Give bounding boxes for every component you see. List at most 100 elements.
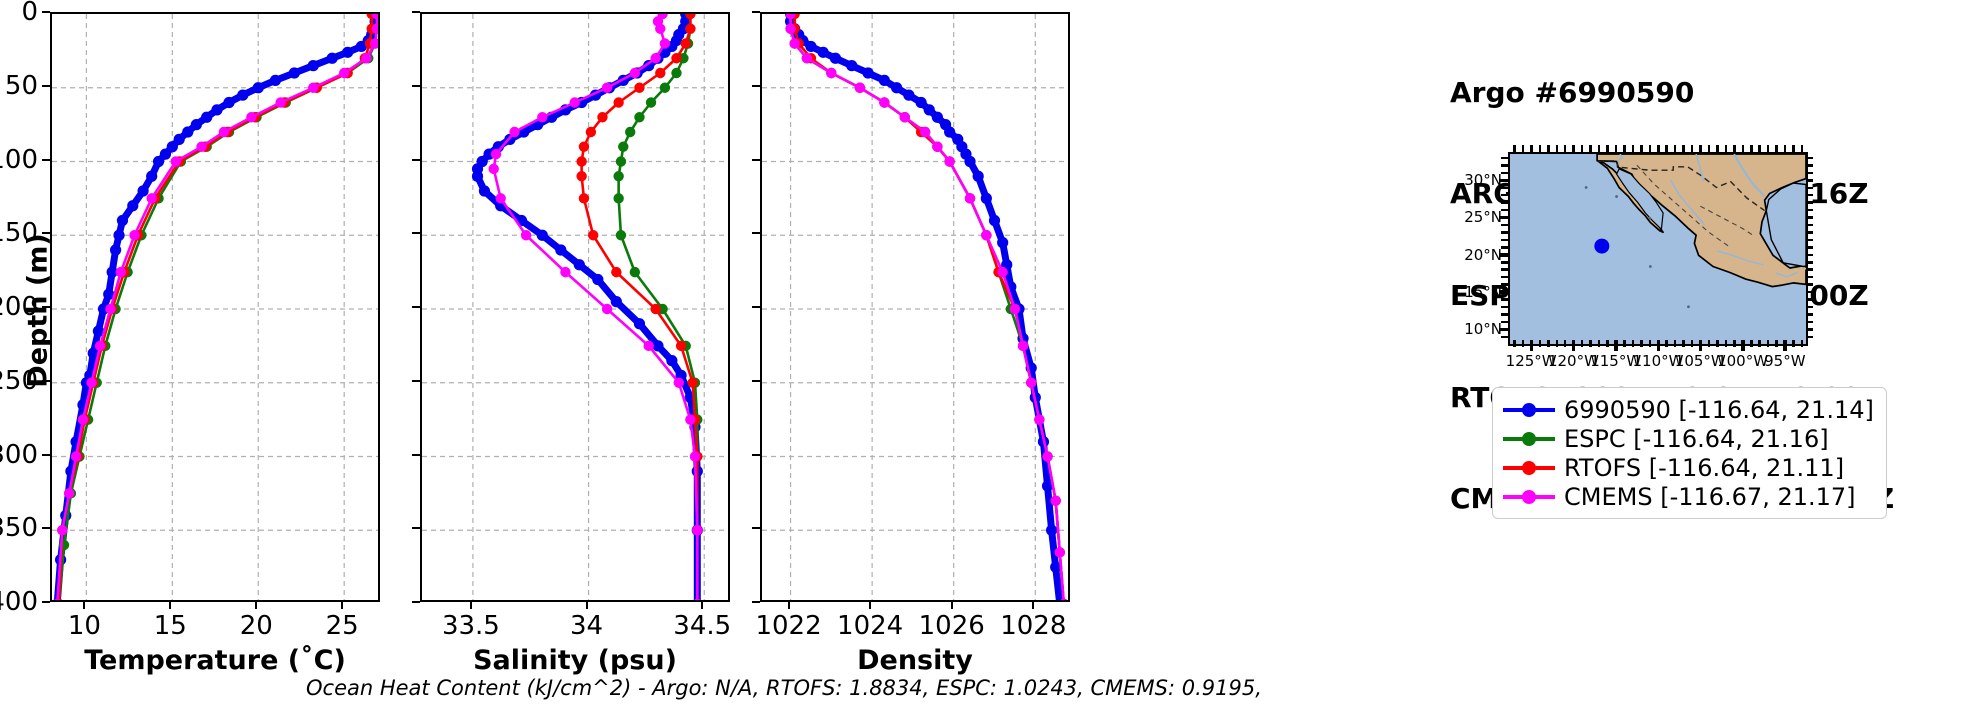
map-minor-tick <box>1733 340 1736 347</box>
map-minor-tick <box>1648 340 1652 347</box>
map-minor-tick <box>1501 305 1508 309</box>
map-minor-tick <box>1690 145 1694 152</box>
legend-marker-icon <box>1503 400 1555 420</box>
map-minor-tick <box>1501 275 1508 279</box>
x-tick-mark <box>585 602 588 609</box>
map-minor-tick <box>1800 340 1804 347</box>
legend-marker-icon <box>1503 487 1555 507</box>
y-tick-label: 100 <box>0 144 38 175</box>
map-minor-tick <box>1538 145 1542 152</box>
map-minor-tick <box>1501 268 1508 271</box>
map-minor-tick <box>1521 340 1525 347</box>
map-minor-tick <box>1623 145 1626 152</box>
map-minor-tick <box>1699 340 1702 347</box>
y-tick-mark <box>42 11 50 13</box>
map-minor-tick <box>1657 340 1660 347</box>
map-minor-tick <box>1501 290 1508 294</box>
map-minor-tick <box>1572 340 1575 347</box>
y-tick-mark <box>42 232 50 235</box>
map-minor-tick <box>1707 145 1711 152</box>
map-minor-tick <box>1501 335 1508 339</box>
map-minor-tick <box>1806 223 1813 227</box>
x-axis-label-density: Density <box>857 645 973 676</box>
x-tick-label: 1024 <box>837 611 904 641</box>
y-tick-label: 350 <box>0 513 38 544</box>
map-minor-tick <box>1783 340 1787 347</box>
map-lat-tick-label: 10°N <box>1464 320 1502 339</box>
temperature-profile-panel <box>50 12 380 602</box>
map-lon-tick-label: 105°W <box>1674 352 1726 370</box>
map-minor-tick <box>1501 320 1508 324</box>
salinity-plot-area <box>420 12 730 602</box>
y-tick-mark <box>752 158 760 161</box>
x-tick-label: 20 <box>239 611 273 641</box>
y-tick-mark <box>412 84 420 87</box>
x-tick-label: 1028 <box>1000 611 1067 641</box>
y-tick-mark <box>42 306 50 308</box>
legend-item-label: ESPC [-116.64, 21.16] <box>1564 424 1829 453</box>
map-minor-tick <box>1580 145 1584 152</box>
y-tick-mark <box>752 379 760 382</box>
map-minor-tick <box>1806 164 1813 167</box>
y-tick-mark <box>752 306 760 308</box>
map-minor-tick <box>1750 145 1753 152</box>
series-legend: 6990590 [-116.64, 21.14] ESPC [-116.64, 2… <box>1492 387 1887 519</box>
map-minor-tick <box>1783 145 1787 152</box>
map-minor-tick <box>1501 328 1508 331</box>
map-svg <box>1510 154 1806 344</box>
map-minor-tick <box>1724 340 1728 347</box>
map-minor-tick <box>1724 145 1728 152</box>
y-tick-mark <box>42 84 50 87</box>
x-tick-mark <box>869 602 872 609</box>
map-minor-tick <box>1806 156 1813 160</box>
map-minor-tick <box>1806 313 1813 316</box>
map-minor-tick <box>1766 145 1770 152</box>
legend-item[interactable]: ESPC [-116.64, 21.16] <box>1503 424 1874 453</box>
map-minor-tick <box>1806 231 1813 234</box>
map-minor-tick <box>1521 145 1525 152</box>
x-tick-label: 1022 <box>755 611 822 641</box>
map-minor-tick <box>1806 305 1813 309</box>
legend-item[interactable]: 6990590 [-116.64, 21.14] <box>1503 395 1874 424</box>
x-axis-label-temperature: Temperature (˚C) <box>84 645 346 676</box>
y-tick-mark <box>412 306 420 308</box>
y-tick-mark <box>752 527 760 530</box>
map-minor-tick <box>1501 261 1508 264</box>
y-tick-mark <box>42 527 50 530</box>
temperature-plot-area <box>50 12 380 602</box>
map-minor-tick <box>1501 208 1508 212</box>
location-map-panel: 30°N 25°N 20°N 15°N 10°N 125°W 120°W 115°W 110°W… <box>1464 145 1813 370</box>
map-minor-tick <box>1623 340 1626 347</box>
map-minor-tick <box>1501 164 1508 167</box>
map-minor-tick <box>1758 145 1761 152</box>
map-minor-tick <box>1501 246 1508 249</box>
x-tick-label: 15 <box>153 611 187 641</box>
map-minor-tick <box>1547 340 1550 347</box>
map-minor-tick <box>1530 340 1533 347</box>
map-frame <box>1508 152 1808 346</box>
map-minor-tick <box>1501 156 1508 160</box>
y-tick-label: 50 <box>4 70 38 101</box>
map-minor-tick <box>1631 340 1635 347</box>
map-minor-tick <box>1806 283 1813 286</box>
map-minor-tick <box>1513 340 1516 347</box>
map-minor-tick <box>1563 145 1567 152</box>
legend-item[interactable]: RTOFS [-116.64, 21.11] <box>1503 453 1874 482</box>
map-minor-tick <box>1716 145 1719 152</box>
map-minor-tick <box>1806 179 1813 182</box>
map-minor-tick <box>1614 340 1618 347</box>
x-tick-label: 34 <box>570 611 604 641</box>
map-minor-tick <box>1806 328 1813 331</box>
y-tick-label: 400 <box>0 587 38 617</box>
map-minor-tick <box>1699 145 1702 152</box>
map-minor-tick <box>1758 340 1761 347</box>
y-tick-mark <box>752 84 760 87</box>
density-plot-svg <box>762 14 1068 600</box>
map-minor-tick <box>1665 340 1668 347</box>
x-tick-label: 34.5 <box>673 611 732 641</box>
x-tick-mark <box>255 602 258 609</box>
legend-item[interactable]: CMEMS [-116.67, 21.17] <box>1503 482 1874 511</box>
map-minor-tick <box>1606 145 1609 152</box>
y-tick-label: 200 <box>0 292 38 322</box>
